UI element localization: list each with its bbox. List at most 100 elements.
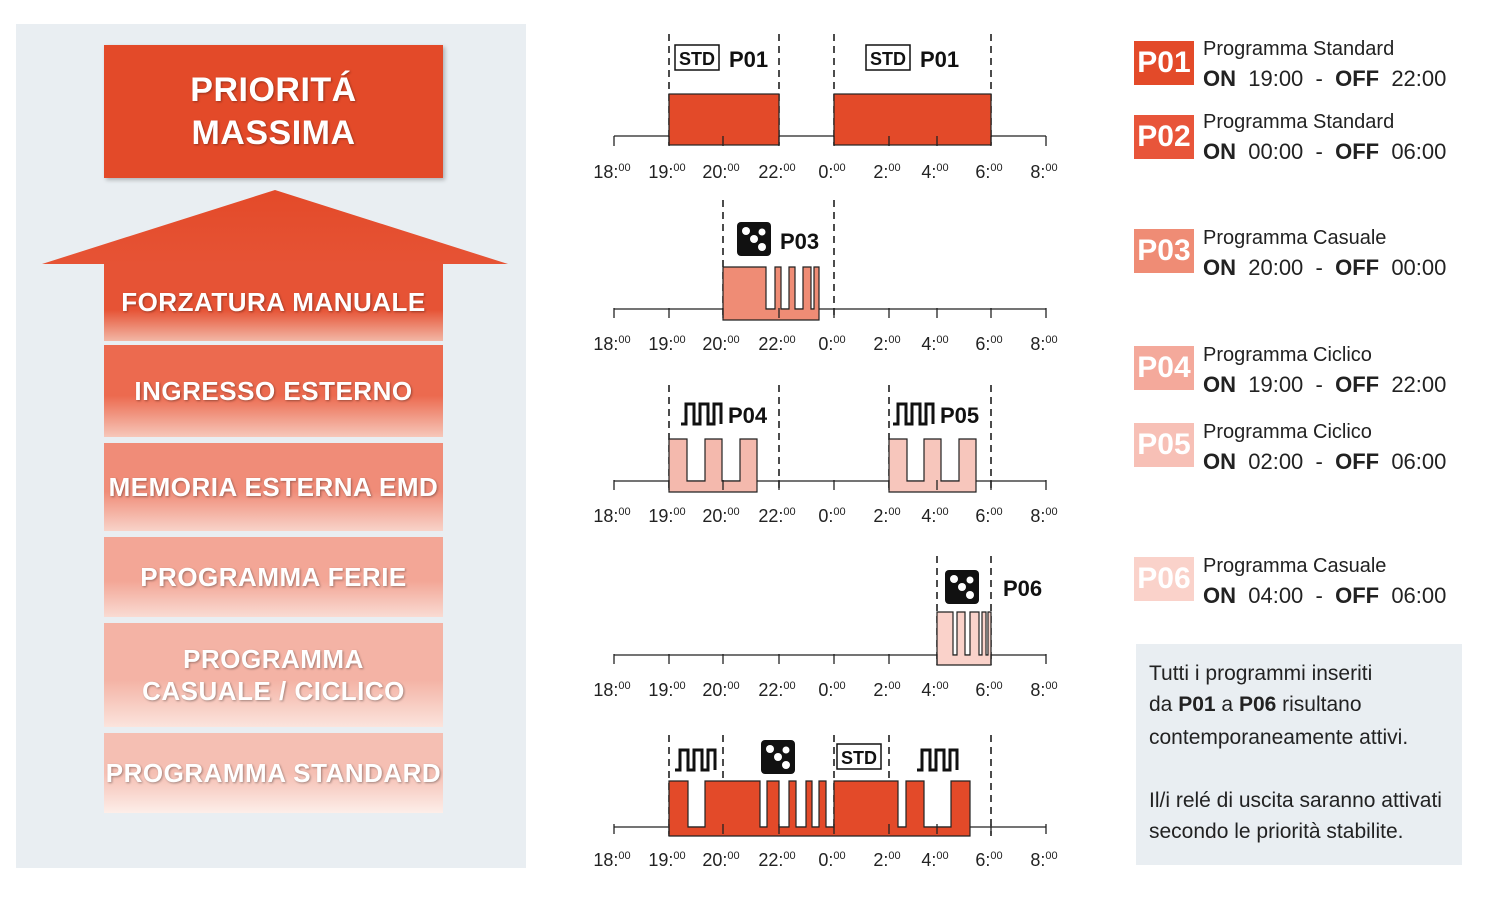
- chart-standard: STD P01 STD P01 18:00 19:00 20:00 22:00 0:00…: [593, 34, 1058, 182]
- p06-random-pulses: [936, 611, 992, 666]
- axis-tick-label: 4:00: [921, 506, 948, 526]
- priority-level-input: INGRESSO ESTERNO: [104, 345, 443, 437]
- p03-random-pulses: [722, 266, 820, 321]
- chart-ciclico: P04 P05 18:00 19:00 20:00 22:00 0:00 2:00 4:00…: [593, 385, 1058, 526]
- priority-level-casuale: PROGRAMMA CASUALE / CICLICO: [104, 623, 443, 727]
- std-label: STD: [679, 49, 715, 69]
- axis-tick-label: 6:00: [975, 506, 1002, 526]
- axis-tick-label: 8:00: [1030, 850, 1057, 870]
- axis-tick-label: 20:00: [702, 162, 739, 182]
- note-line: Il/i relé di uscita saranno attivati: [1149, 789, 1442, 812]
- legend-code: P01: [1137, 46, 1191, 79]
- axis-tick-label: 8:00: [1030, 506, 1057, 526]
- legend-name: Programma Standard: [1203, 38, 1395, 60]
- cyclic-icon: [893, 402, 935, 426]
- priority-level-label: FORZATURA MANUALE: [121, 286, 426, 317]
- axis-tick-label: 8:00: [1030, 162, 1057, 182]
- axis-tick-label: 22:00: [758, 680, 795, 700]
- axis-tick-label: 6:00: [975, 680, 1002, 700]
- axis-tick-label: 22:00: [758, 506, 795, 526]
- priority-level-manual: FORZATURA MANUALE: [104, 263, 443, 341]
- legend-name: Programma Ciclico: [1203, 344, 1372, 366]
- axis-tick-label: 6:00: [975, 162, 1002, 182]
- legend-schedule: ON 00:00 - OFF 06:00: [1203, 139, 1447, 164]
- axis-tick-label: 4:00: [921, 680, 948, 700]
- priority-level-label: CASUALE / CICLICO: [142, 676, 405, 706]
- axis-tick-label: 0:00: [818, 850, 845, 870]
- p01-label: P01: [729, 47, 768, 72]
- axis-tick-label: 19:00: [648, 680, 685, 700]
- dice-icon: [945, 570, 979, 604]
- std-icon: [674, 44, 720, 71]
- p01-on-block: [668, 93, 780, 146]
- legend-name: Programma Casuale: [1203, 555, 1387, 577]
- p06-label: P06: [1003, 576, 1042, 601]
- priority-level-ferie: PROGRAMMA FERIE: [104, 537, 443, 617]
- legend-code: P03: [1137, 234, 1191, 267]
- legend-schedule: ON 02:00 - OFF 06:00: [1203, 449, 1447, 474]
- note-line: contemporaneamente attivi.: [1149, 726, 1409, 749]
- axis-tick-label: 18:00: [593, 506, 630, 526]
- legend-badge-p04: P04: [1134, 346, 1194, 390]
- axis-tick-label: 18:00: [593, 850, 630, 870]
- axis-tick-label: 0:00: [818, 680, 845, 700]
- p02-on-block: [833, 93, 992, 146]
- axis-tick-label: 18:00: [593, 680, 630, 700]
- axis-tick-label: 2:00: [873, 334, 900, 354]
- axis-tick-label: 2:00: [873, 162, 900, 182]
- priority-level-label: INGRESSO ESTERNO: [134, 375, 413, 406]
- legend-name: Programma Casuale: [1203, 227, 1387, 249]
- legend-badge-p05: P05: [1134, 423, 1194, 467]
- p04-cyclic-pulses: [668, 438, 758, 493]
- axis-tick-label: 19:00: [648, 334, 685, 354]
- cyclic-icon: [675, 748, 717, 772]
- note-line: Tutti i programmi inseriti: [1149, 662, 1373, 685]
- legend-code: P04: [1137, 351, 1191, 384]
- priority-arrow-icon: [42, 190, 508, 264]
- legend-badge-p02: P02: [1134, 115, 1194, 159]
- axis-tick-label: 22:00: [758, 334, 795, 354]
- combined-output: [668, 780, 971, 837]
- p01-label: P01: [920, 47, 959, 72]
- legend-code: P06: [1137, 562, 1191, 595]
- axis-tick-label: 2:00: [873, 680, 900, 700]
- axis-tick-label: 2:00: [873, 506, 900, 526]
- legend-name: Programma Ciclico: [1203, 421, 1372, 443]
- priority-level-emd: MEMORIA ESTERNA EMD: [104, 443, 443, 531]
- axis-tick-label: 8:00: [1030, 334, 1057, 354]
- priority-level-label: PROGRAMMA: [183, 643, 364, 674]
- axis-tick-label: 18:00: [593, 162, 630, 182]
- axis-tick-label: 4:00: [921, 850, 948, 870]
- axis-tick-label: 0:00: [818, 506, 845, 526]
- legend-code: P02: [1137, 120, 1191, 153]
- legend-name: Programma Standard: [1203, 111, 1395, 133]
- priority-level-label: PROGRAMMA STANDARD: [105, 757, 442, 788]
- axis-tick-label: 2:00: [873, 850, 900, 870]
- timeline-charts: STD P01 STD P01 18:00 19:00 20:00 22:00 0:00…: [593, 34, 1058, 870]
- axis-tick-label: 20:00: [702, 850, 739, 870]
- note-box: [1136, 644, 1462, 865]
- priority-level-standard: PROGRAMMA STANDARD: [104, 733, 443, 813]
- priority-level-label: PROGRAMMA FERIE: [140, 561, 407, 592]
- cyclic-icon: [917, 748, 959, 772]
- legend-badge-p01: P01: [1134, 41, 1194, 85]
- legend-schedule: ON 19:00 - OFF 22:00: [1203, 372, 1447, 397]
- axis-tick-label: 4:00: [921, 334, 948, 354]
- priority-max-box: PRIORITÁ MASSIMA: [104, 45, 443, 178]
- axis-tick-label: 0:00: [818, 162, 845, 182]
- p05-cyclic-pulses: [888, 438, 977, 493]
- legend-schedule: ON 20:00 - OFF 00:00: [1203, 255, 1447, 280]
- dice-icon: [737, 222, 771, 256]
- legend-badge-p03: P03: [1134, 229, 1194, 273]
- priority-level-label: MEMORIA ESTERNA EMD: [108, 471, 439, 502]
- chart-combined: STD 18:00 19:00 20:00 22:00 0:00 2:00 4:00 6:00…: [593, 735, 1058, 870]
- axis-tick-label: 20:00: [702, 680, 739, 700]
- legend-schedule: ON 19:00 - OFF 22:00: [1203, 66, 1447, 91]
- axis-tick-label: 6:00: [975, 850, 1002, 870]
- axis-tick-label: 22:00: [758, 850, 795, 870]
- chart-casuale-p06: P06 18:00 19:00 20:00 22:00 0:00 2:00 4:00 6:00…: [593, 556, 1058, 700]
- p05-label: P05: [940, 403, 979, 428]
- axis-tick-label: 19:00: [648, 506, 685, 526]
- axis-tick-label: 6:00: [975, 334, 1002, 354]
- std-label: STD: [841, 748, 877, 768]
